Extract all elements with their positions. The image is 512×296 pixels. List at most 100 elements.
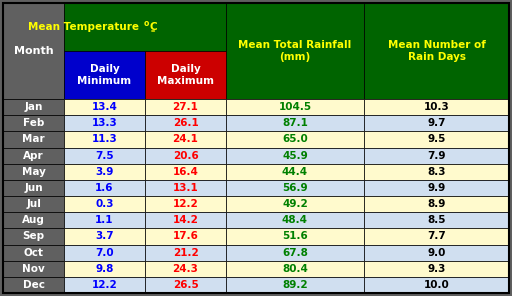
Text: 26.1: 26.1 bbox=[173, 118, 198, 128]
Bar bbox=[145, 147, 226, 164]
Text: 27.1: 27.1 bbox=[173, 102, 199, 112]
Bar bbox=[226, 115, 364, 131]
Bar bbox=[145, 228, 226, 244]
Bar bbox=[226, 228, 364, 244]
Bar bbox=[64, 99, 145, 115]
Bar bbox=[145, 51, 226, 99]
Text: Daily
Minimum: Daily Minimum bbox=[77, 64, 132, 86]
Bar bbox=[364, 277, 509, 293]
Text: 9.5: 9.5 bbox=[428, 134, 445, 144]
Bar bbox=[64, 147, 145, 164]
Text: 1.1: 1.1 bbox=[95, 215, 114, 225]
Text: 11.3: 11.3 bbox=[92, 134, 117, 144]
Text: Jul: Jul bbox=[26, 199, 41, 209]
Bar bbox=[364, 212, 509, 228]
Text: Aug: Aug bbox=[22, 215, 45, 225]
Text: 13.3: 13.3 bbox=[92, 118, 117, 128]
Bar bbox=[226, 244, 364, 261]
Text: Mean Total Rainfall
(mm): Mean Total Rainfall (mm) bbox=[239, 40, 352, 62]
Text: 8.3: 8.3 bbox=[427, 167, 446, 177]
Text: 3.9: 3.9 bbox=[95, 167, 114, 177]
Bar bbox=[64, 244, 145, 261]
Bar bbox=[145, 212, 226, 228]
Bar bbox=[3, 164, 64, 180]
Text: 87.1: 87.1 bbox=[282, 118, 308, 128]
Text: 1.6: 1.6 bbox=[95, 183, 114, 193]
Bar bbox=[3, 277, 64, 293]
Text: 56.9: 56.9 bbox=[282, 183, 308, 193]
Text: Apr: Apr bbox=[23, 151, 44, 161]
Bar bbox=[64, 196, 145, 212]
Text: 7.7: 7.7 bbox=[427, 231, 446, 242]
Text: 24.1: 24.1 bbox=[173, 134, 199, 144]
Text: 48.4: 48.4 bbox=[282, 215, 308, 225]
Text: Mar: Mar bbox=[22, 134, 45, 144]
Bar bbox=[3, 228, 64, 244]
Bar bbox=[226, 196, 364, 212]
Bar bbox=[364, 164, 509, 180]
Text: 9.8: 9.8 bbox=[95, 264, 114, 274]
Text: 12.2: 12.2 bbox=[173, 199, 198, 209]
Bar bbox=[145, 180, 226, 196]
Text: Sep: Sep bbox=[23, 231, 45, 242]
Text: 80.4: 80.4 bbox=[282, 264, 308, 274]
Bar bbox=[64, 228, 145, 244]
Text: 89.2: 89.2 bbox=[282, 280, 308, 290]
Bar bbox=[145, 164, 226, 180]
Text: 10.3: 10.3 bbox=[423, 102, 450, 112]
Bar bbox=[364, 180, 509, 196]
Bar bbox=[364, 196, 509, 212]
Bar bbox=[3, 147, 64, 164]
Bar bbox=[145, 99, 226, 115]
Text: 20.6: 20.6 bbox=[173, 151, 198, 161]
Text: 3.7: 3.7 bbox=[95, 231, 114, 242]
Text: 10.0: 10.0 bbox=[423, 280, 450, 290]
Text: 9.0: 9.0 bbox=[428, 247, 445, 258]
Bar bbox=[364, 115, 509, 131]
Bar bbox=[364, 228, 509, 244]
Bar bbox=[64, 51, 145, 99]
Text: 16.4: 16.4 bbox=[173, 167, 199, 177]
Bar bbox=[64, 115, 145, 131]
Bar bbox=[226, 147, 364, 164]
Text: 12.2: 12.2 bbox=[92, 280, 117, 290]
Text: 8.5: 8.5 bbox=[427, 215, 446, 225]
Bar bbox=[364, 147, 509, 164]
Text: 65.0: 65.0 bbox=[282, 134, 308, 144]
Bar bbox=[145, 277, 226, 293]
Bar bbox=[64, 131, 145, 147]
Bar bbox=[226, 261, 364, 277]
Bar bbox=[226, 180, 364, 196]
Bar bbox=[226, 277, 364, 293]
Bar bbox=[64, 261, 145, 277]
Text: 13.1: 13.1 bbox=[173, 183, 198, 193]
Text: 9.9: 9.9 bbox=[428, 183, 445, 193]
Text: 9.3: 9.3 bbox=[428, 264, 445, 274]
Bar bbox=[145, 244, 226, 261]
Bar bbox=[3, 244, 64, 261]
Text: 51.6: 51.6 bbox=[282, 231, 308, 242]
Bar bbox=[226, 164, 364, 180]
Text: 7.0: 7.0 bbox=[95, 247, 114, 258]
Text: 67.8: 67.8 bbox=[282, 247, 308, 258]
Text: Feb: Feb bbox=[23, 118, 44, 128]
Bar bbox=[3, 131, 64, 147]
Text: Mean Number of
Rain Days: Mean Number of Rain Days bbox=[388, 40, 485, 62]
Text: C: C bbox=[149, 22, 157, 32]
Bar bbox=[145, 261, 226, 277]
Bar bbox=[226, 131, 364, 147]
Text: Nov: Nov bbox=[22, 264, 45, 274]
Bar bbox=[64, 212, 145, 228]
Bar bbox=[64, 164, 145, 180]
Bar bbox=[226, 99, 364, 115]
Text: 7.5: 7.5 bbox=[95, 151, 114, 161]
Bar bbox=[3, 3, 64, 99]
Text: Oct: Oct bbox=[24, 247, 44, 258]
Bar bbox=[3, 212, 64, 228]
Bar bbox=[3, 99, 64, 115]
Bar bbox=[3, 196, 64, 212]
Text: Jun: Jun bbox=[24, 183, 43, 193]
Bar bbox=[64, 3, 226, 51]
Bar bbox=[364, 131, 509, 147]
Text: 24.3: 24.3 bbox=[173, 264, 199, 274]
